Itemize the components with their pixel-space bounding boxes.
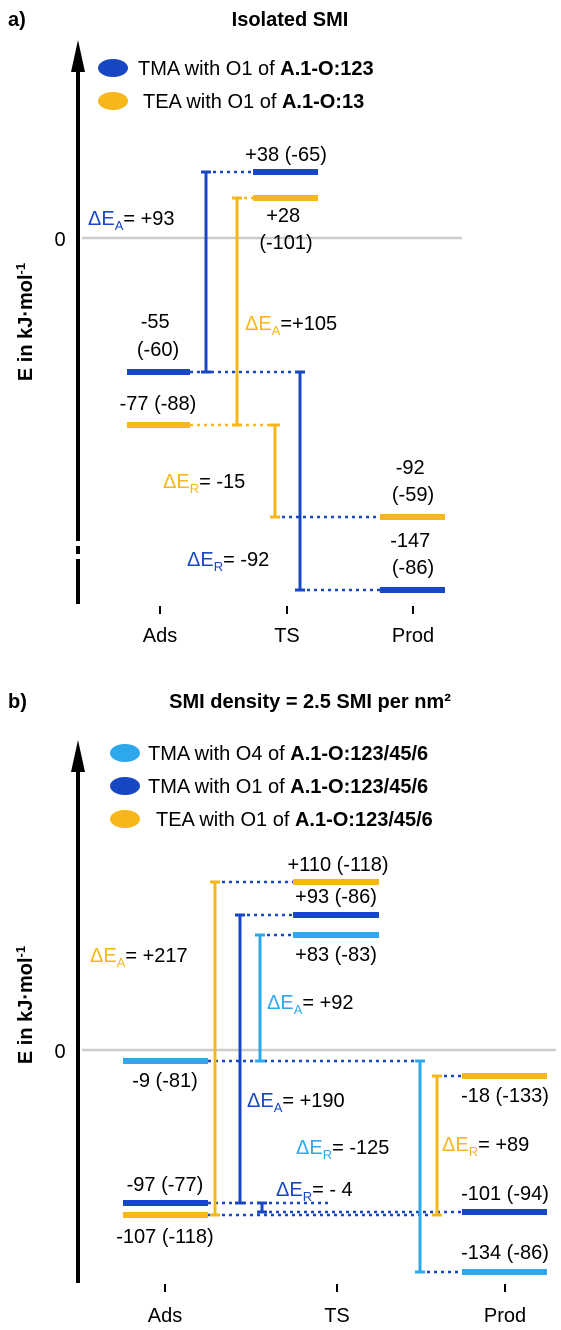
panel-b-tag: b) bbox=[8, 691, 27, 713]
panel-b: b) SMI density = 2.5 SMI per nm² TMA wit… bbox=[8, 691, 556, 1327]
value-tma1-prod: -101 (-94) bbox=[461, 1183, 549, 1205]
value-tma-ts: +38 (-65) bbox=[245, 144, 327, 166]
panel-a-y-axis bbox=[71, 40, 85, 604]
legend-swatch-tma-o4 bbox=[110, 744, 140, 762]
x-label-ts-b: TS bbox=[324, 1305, 350, 1327]
value-tma1-ts: +93 (-86) bbox=[295, 886, 377, 908]
panel-a-levels bbox=[127, 169, 445, 593]
value-tea-ts-b: +110 (-118) bbox=[288, 854, 389, 876]
panel-a-title: Isolated SMI bbox=[232, 9, 349, 31]
barrier-label-tma1-er: ΔER= - 4 bbox=[276, 1179, 353, 1204]
x-label-prod-b: Prod bbox=[484, 1305, 526, 1327]
barrier-label-tea-ea-b: ΔEA= +217 bbox=[90, 945, 188, 970]
panel-b-y-axis-label: E in kJ·mol-1 bbox=[13, 946, 38, 1064]
barrier-label-tma1-ea: ΔEA= +190 bbox=[247, 1090, 345, 1115]
x-label-ts: TS bbox=[274, 625, 300, 647]
panel-b-x-axis: Ads TS Prod bbox=[148, 1284, 526, 1327]
panel-a-y-axis-label: E in kJ·mol-1 bbox=[13, 263, 38, 381]
legend-swatch-tma-o1 bbox=[98, 59, 128, 77]
barrier-label-tma-er: ΔER= -92 bbox=[187, 549, 269, 574]
value-tea-ts: +28 (-101) bbox=[259, 205, 312, 254]
legend-entry-tea-o1: TEA with O1 of A.1-O:13 bbox=[143, 91, 364, 113]
barrier-label-tea-er-b: ΔER= +89 bbox=[442, 1134, 529, 1159]
panel-a-legend: TMA with O1 of A.1-O:123 TEA with O1 of … bbox=[98, 58, 374, 113]
barrier-label-tma4-ea: ΔEA= +92 bbox=[267, 992, 354, 1017]
panel-b-y-axis bbox=[71, 740, 85, 1283]
value-tea-prod: -92 (-59) bbox=[392, 457, 434, 506]
value-tma4-ts: +83 (-83) bbox=[295, 944, 377, 966]
panel-b-connectors bbox=[208, 880, 462, 1274]
value-tea-ads: -77 (-88) bbox=[120, 393, 197, 415]
panel-b-levels bbox=[123, 879, 547, 1275]
value-tea-prod-b: -18 (-133) bbox=[461, 1085, 549, 1107]
legend-entry-tma-o4: TMA with O4 of A.1-O:123/45/6 bbox=[148, 743, 428, 765]
barrier-label-tma4-er: ΔER= -125 bbox=[296, 1137, 389, 1162]
panel-a-x-axis: Ads TS Prod bbox=[143, 606, 434, 647]
panel-a-tag: a) bbox=[8, 9, 26, 31]
x-label-ads: Ads bbox=[143, 625, 177, 647]
panel-a-zero-label: 0 bbox=[54, 229, 65, 251]
value-tma-prod: -147 (-86) bbox=[390, 530, 436, 579]
value-tma4-prod: -134 (-86) bbox=[461, 1242, 549, 1264]
panel-a-barriers bbox=[201, 170, 305, 592]
x-label-prod: Prod bbox=[392, 625, 434, 647]
legend-entry-tma-o1-b: TMA with O1 of A.1-O:123/45/6 bbox=[148, 776, 428, 798]
panel-b-zero-label: 0 bbox=[54, 1041, 65, 1063]
legend-swatch-tma-o1-b bbox=[110, 777, 140, 795]
barrier-label-tma-ea: ΔEA= +93 bbox=[88, 208, 175, 233]
legend-entry-tea-o1-b: TEA with O1 of A.1-O:123/45/6 bbox=[156, 809, 433, 831]
value-tma1-ads: -97 (-77) bbox=[127, 1174, 204, 1196]
legend-swatch-tea-o1-b bbox=[110, 810, 140, 828]
value-tma-ads: -55 (-60) bbox=[137, 311, 179, 361]
barrier-label-tea-er: ΔER= -15 bbox=[163, 471, 245, 496]
value-tma4-ads: -9 (-81) bbox=[132, 1070, 198, 1092]
legend-swatch-tea-o1 bbox=[98, 92, 128, 110]
panel-a: a) Isolated SMI TMA with O1 of A.1-O:123… bbox=[8, 9, 462, 647]
x-label-ads-b: Ads bbox=[148, 1305, 182, 1327]
panel-b-barriers bbox=[210, 880, 442, 1274]
panel-b-title: SMI density = 2.5 SMI per nm² bbox=[169, 691, 451, 713]
barrier-label-tea-ea: ΔEA=+105 bbox=[245, 313, 337, 338]
legend-entry-tma-o1: TMA with O1 of A.1-O:123 bbox=[138, 58, 374, 80]
value-tea-ads-b: -107 (-118) bbox=[116, 1226, 213, 1248]
panel-b-legend: TMA with O4 of A.1-O:123/45/6 TMA with O… bbox=[110, 743, 433, 831]
